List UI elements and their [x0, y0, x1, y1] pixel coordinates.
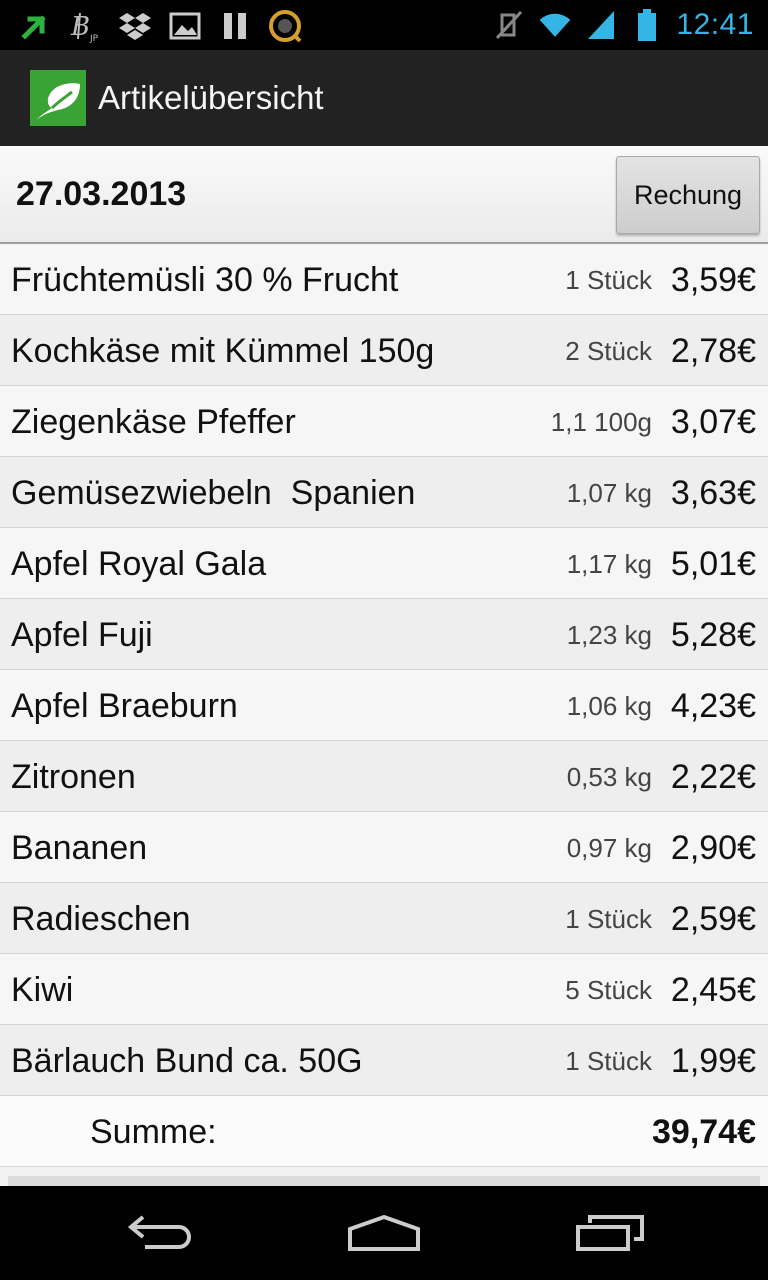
image-icon	[168, 9, 202, 43]
svg-text:JP: JP	[89, 34, 99, 43]
list-item[interactable]: Apfel Royal Gala 1,17 kg 5,01€	[0, 528, 768, 599]
status-bar: B JP 12:41	[0, 0, 768, 50]
system-icons: 12:41	[492, 6, 754, 44]
item-name: Zitronen	[11, 758, 136, 796]
item-quantity: 0,97 kg	[566, 833, 652, 863]
date-label: 27.03.2013	[16, 175, 187, 213]
item-quantity: 1 Stück	[565, 904, 652, 934]
list-item[interactable]: Bananen 0,97 kg 2,90€	[0, 812, 768, 883]
notification-icons: B JP	[18, 8, 302, 44]
footer-strip	[8, 1176, 760, 1186]
item-price: 4,23€	[670, 687, 756, 725]
item-quantity: 1,06 kg	[566, 691, 652, 721]
item-quantity: 0,53 kg	[566, 762, 652, 792]
item-price: 3,07€	[670, 403, 756, 441]
item-name: Radieschen	[11, 900, 191, 938]
item-price: 2,22€	[670, 758, 756, 796]
item-name: Kochkäse mit Kümmel 150g	[11, 332, 435, 370]
leaf-logo-icon[interactable]	[30, 70, 86, 126]
item-quantity: 1,07 kg	[566, 478, 652, 508]
summary-label: Summe:	[90, 1113, 217, 1151]
item-quantity: 1,23 kg	[566, 620, 652, 650]
list-item[interactable]: Apfel Braeburn 1,06 kg 4,23€	[0, 670, 768, 741]
pause-icon	[218, 9, 252, 43]
item-name: Ziegenkäse Pfeffer	[11, 403, 296, 441]
summary-row: Summe: 39,74€	[0, 1096, 768, 1167]
item-name: Apfel Fuji	[11, 616, 153, 654]
back-icon[interactable]	[115, 1208, 205, 1258]
bitcoin-icon: B JP	[68, 9, 102, 43]
list-item[interactable]: Apfel Fuji 1,23 kg 5,28€	[0, 599, 768, 670]
navigation-bar	[0, 1186, 768, 1280]
item-name: Bananen	[11, 829, 148, 867]
date-header: 27.03.2013 Rechung	[0, 146, 768, 244]
item-price: 2,78€	[670, 332, 756, 370]
list-item[interactable]: Gemüsezwiebeln Spanien 1,07 kg 3,63€	[0, 457, 768, 528]
mute-icon	[492, 8, 526, 42]
item-price: 2,45€	[670, 971, 756, 1009]
item-price: 1,99€	[670, 1042, 756, 1080]
list-item[interactable]: Kiwi 5 Stück 2,45€	[0, 954, 768, 1025]
list-item[interactable]: Ziegenkäse Pfeffer 1,1 100g 3,07€	[0, 386, 768, 457]
item-name: Gemüsezwiebeln Spanien	[11, 474, 416, 512]
item-price: 3,59€	[670, 261, 756, 299]
item-name: Apfel Royal Gala	[11, 545, 267, 583]
item-name: Bärlauch Bund ca. 50G	[11, 1042, 363, 1080]
list-item[interactable]: Kochkäse mit Kümmel 150g 2 Stück 2,78€	[0, 315, 768, 386]
page-title: Artikelübersicht	[98, 79, 324, 116]
list-item[interactable]: Bärlauch Bund ca. 50G 1 Stück 1,99€	[0, 1025, 768, 1096]
battery-icon	[630, 8, 664, 42]
dropbox-icon	[118, 9, 152, 43]
item-list: Früchtemüsli 30 % Frucht 1 Stück 3,59€ Koch…	[0, 244, 768, 1096]
summary-total: 39,74€	[652, 1113, 756, 1151]
item-name: Apfel Braeburn	[11, 687, 238, 725]
item-quantity: 1 Stück	[565, 265, 652, 295]
svg-text:B: B	[70, 12, 90, 42]
scanner-icon	[268, 9, 302, 43]
item-quantity: 1 Stück	[565, 1046, 652, 1076]
action-bar: Artikelübersicht	[0, 50, 768, 146]
item-quantity: 2 Stück	[565, 336, 652, 366]
item-quantity: 5 Stück	[565, 975, 652, 1005]
arrow-up-right-icon	[18, 9, 52, 43]
home-icon[interactable]	[339, 1208, 429, 1258]
list-item[interactable]: Radieschen 1 Stück 2,59€	[0, 883, 768, 954]
list-item[interactable]: Zitronen 0,53 kg 2,22€	[0, 741, 768, 812]
wifi-icon	[538, 8, 572, 42]
rechnung-button[interactable]: Rechung	[616, 156, 760, 234]
item-price: 5,01€	[670, 545, 756, 583]
item-name: Früchtemüsli 30 % Frucht	[11, 261, 399, 299]
recent-apps-icon[interactable]	[565, 1208, 655, 1258]
signal-icon	[584, 8, 618, 42]
item-quantity: 1,17 kg	[566, 549, 652, 579]
item-price: 2,90€	[670, 829, 756, 867]
item-name: Kiwi	[11, 971, 74, 1009]
item-price: 5,28€	[670, 616, 756, 654]
item-price: 3,63€	[670, 474, 756, 512]
clock: 12:41	[676, 8, 754, 41]
list-item[interactable]: Früchtemüsli 30 % Frucht 1 Stück 3,59€	[0, 244, 768, 315]
item-quantity: 1,1 100g	[550, 407, 652, 437]
item-price: 2,59€	[670, 900, 756, 938]
